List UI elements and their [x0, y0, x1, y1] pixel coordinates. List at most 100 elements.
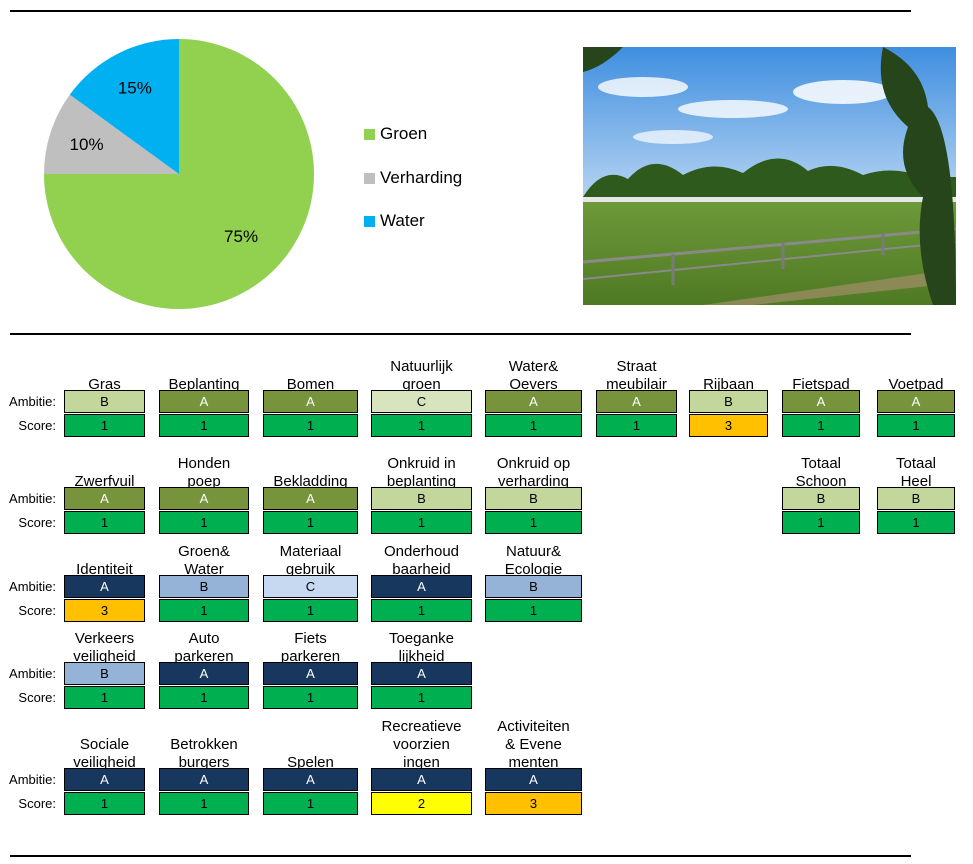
category-heading: Fiets parkeren — [280, 630, 341, 665]
score-cell: 1 — [371, 511, 472, 534]
pie-label-verharding: 10% — [70, 135, 104, 154]
score-cell: 1 — [485, 511, 582, 534]
score-cell: 1 — [159, 599, 249, 622]
legend-swatch-water — [364, 216, 375, 227]
ambitie-cell: B — [877, 487, 955, 510]
score-cell: 1 — [64, 792, 145, 815]
ambitie-cell: A — [485, 768, 582, 791]
category-heading: Onderhoud baarheid — [383, 543, 460, 578]
ambitie-cell: A — [159, 390, 249, 413]
score-cell: 2 — [371, 792, 472, 815]
score-cell: 1 — [64, 511, 145, 534]
category-heading: Natuur& Ecologie — [504, 543, 563, 578]
sports-field-photo — [583, 47, 956, 305]
ambitie-cell: A — [263, 768, 358, 791]
score-cell: 1 — [371, 599, 472, 622]
ambitie-cell: A — [371, 768, 472, 791]
ambitie-cell: B — [485, 575, 582, 598]
score-cell: 1 — [782, 414, 860, 437]
category-heading: Auto parkeren — [174, 630, 234, 665]
category-heading: Toeganke lijkheid — [388, 630, 455, 665]
score-cell: 1 — [159, 686, 249, 709]
middle-divider — [10, 333, 911, 335]
category-heading: Identiteit — [76, 561, 133, 578]
category-heading: Bomen — [286, 376, 335, 393]
category-heading: Onkruid in beplanting — [386, 455, 457, 490]
pie-label-water: 15% — [118, 78, 152, 97]
score-label: Score: — [18, 690, 56, 705]
ambitie-cell: B — [371, 487, 472, 510]
pie-label-groen: 75% — [224, 227, 258, 246]
score-label: Score: — [18, 603, 56, 618]
category-heading: Gras — [88, 376, 121, 393]
ambitie-cell: A — [782, 390, 860, 413]
category-heading: Totaal Schoon — [795, 455, 847, 490]
score-cell: 1 — [64, 686, 145, 709]
score-cell: 1 — [877, 511, 955, 534]
ambitie-cell: A — [64, 575, 145, 598]
ambitie-label: Ambitie: — [9, 491, 56, 506]
category-heading: Natuurlijk groen — [390, 358, 453, 393]
category-heading: Activiteiten & Evene menten — [497, 718, 570, 771]
ambitie-cell: B — [689, 390, 768, 413]
category-heading: Rijbaan — [703, 376, 754, 393]
ambitie-cell: A — [263, 662, 358, 685]
ambitie-cell: A — [877, 390, 955, 413]
category-heading: Zwerfvuil — [74, 473, 135, 490]
ambitie-cell: A — [485, 390, 582, 413]
category-heading: Betrokken burgers — [170, 736, 238, 771]
legend-label-water: Water — [380, 211, 425, 230]
ambitie-cell: A — [159, 487, 249, 510]
ambitie-cell: A — [64, 487, 145, 510]
ambitie-cell: B — [64, 390, 145, 413]
category-heading: Spelen — [287, 754, 334, 771]
ambitie-cell: A — [159, 768, 249, 791]
category-heading: Totaal Heel — [895, 455, 937, 490]
ambitie-cell: A — [159, 662, 249, 685]
ambitie-cell: B — [782, 487, 860, 510]
ambitie-cell: A — [263, 487, 358, 510]
score-cell: 1 — [485, 599, 582, 622]
ambitie-cell: C — [371, 390, 472, 413]
category-heading: Straat meubilair — [606, 358, 667, 393]
category-heading: Verkeers veiligheid — [73, 630, 136, 665]
score-label: Score: — [18, 418, 56, 433]
score-cell: 1 — [64, 414, 145, 437]
score-label: Score: — [18, 796, 56, 811]
bottom-divider — [10, 855, 911, 857]
ambitie-label: Ambitie: — [9, 666, 56, 681]
score-cell: 1 — [263, 414, 358, 437]
legend-swatch-groen — [364, 129, 375, 140]
legend-water: Water — [364, 211, 425, 231]
score-cell: 1 — [263, 686, 358, 709]
ambitie-cell: C — [263, 575, 358, 598]
ambitie-label: Ambitie: — [9, 579, 56, 594]
score-cell: 1 — [596, 414, 677, 437]
score-cell: 1 — [371, 414, 472, 437]
category-heading: Honden poep — [177, 455, 231, 490]
ambitie-cell: A — [371, 575, 472, 598]
score-cell: 1 — [782, 511, 860, 534]
score-cell: 1 — [159, 792, 249, 815]
score-cell: 1 — [263, 792, 358, 815]
score-label: Score: — [18, 515, 56, 530]
score-cell: 1 — [263, 599, 358, 622]
score-cell: 1 — [877, 414, 955, 437]
category-heading: Fietspad — [792, 376, 850, 393]
legend-label-groen: Groen — [380, 124, 428, 143]
score-cell: 1 — [485, 414, 582, 437]
category-heading: Water& Oevers — [508, 358, 559, 393]
score-cell: 3 — [485, 792, 582, 815]
pie-slice-water — [69, 39, 179, 174]
ambitie-cell: B — [485, 487, 582, 510]
category-heading: Materiaal gebruik — [279, 543, 342, 578]
category-heading: Onkruid op verharding — [496, 455, 571, 490]
category-heading: Sociale veiligheid — [73, 736, 136, 771]
pie-slice-verharding — [44, 94, 179, 174]
score-cell: 1 — [263, 511, 358, 534]
category-heading: Beplanting — [168, 376, 240, 393]
score-cell: 3 — [64, 599, 145, 622]
category-heading: Groen& Water — [178, 543, 230, 578]
score-cell: 3 — [689, 414, 768, 437]
legend-label-verharding: Verharding — [380, 168, 463, 187]
